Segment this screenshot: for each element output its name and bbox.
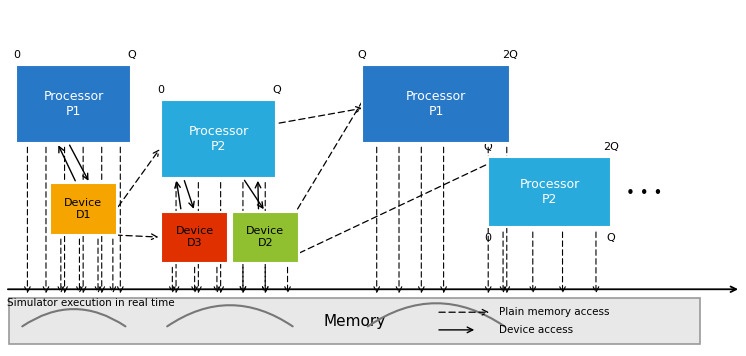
FancyBboxPatch shape bbox=[9, 298, 700, 344]
Text: Processor
P2: Processor P2 bbox=[519, 178, 580, 206]
Text: Memory: Memory bbox=[323, 314, 386, 329]
Text: Processor
P2: Processor P2 bbox=[189, 125, 249, 153]
FancyBboxPatch shape bbox=[232, 211, 298, 263]
FancyBboxPatch shape bbox=[161, 100, 276, 178]
Text: Q: Q bbox=[127, 50, 136, 60]
Text: Processor
P1: Processor P1 bbox=[44, 90, 104, 118]
Text: Processor
P1: Processor P1 bbox=[406, 90, 466, 118]
FancyBboxPatch shape bbox=[488, 157, 611, 227]
Text: Device
D1: Device D1 bbox=[64, 198, 102, 220]
Text: Q: Q bbox=[606, 233, 615, 243]
Text: Q: Q bbox=[484, 141, 492, 152]
Text: Q: Q bbox=[357, 50, 366, 60]
Text: 0: 0 bbox=[485, 233, 492, 243]
Text: 0: 0 bbox=[13, 50, 19, 60]
FancyBboxPatch shape bbox=[50, 183, 116, 235]
Text: Device
D2: Device D2 bbox=[246, 226, 284, 248]
FancyBboxPatch shape bbox=[16, 65, 131, 143]
FancyBboxPatch shape bbox=[161, 211, 228, 263]
Text: 0: 0 bbox=[157, 85, 165, 95]
Text: Device
D3: Device D3 bbox=[175, 226, 213, 248]
Text: • • •: • • • bbox=[626, 187, 662, 201]
Text: Q: Q bbox=[272, 85, 280, 95]
Text: Device access: Device access bbox=[499, 325, 574, 335]
Text: Simulator execution in real time: Simulator execution in real time bbox=[7, 298, 175, 308]
Text: 2Q: 2Q bbox=[503, 50, 518, 60]
Text: Plain memory access: Plain memory access bbox=[499, 307, 609, 317]
Text: 2Q: 2Q bbox=[603, 141, 618, 152]
FancyBboxPatch shape bbox=[362, 65, 510, 143]
